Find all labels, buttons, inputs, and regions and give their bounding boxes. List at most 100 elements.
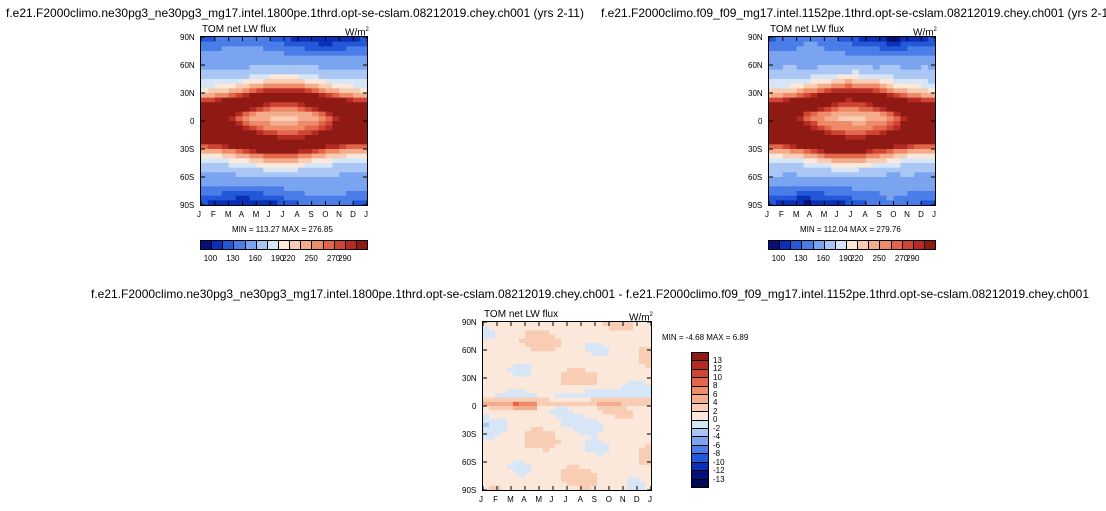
heatmap-cell	[886, 186, 895, 192]
heatmap-cell	[609, 372, 616, 378]
heatmap-cell	[872, 51, 881, 57]
heatmap-cell	[353, 107, 361, 113]
heatmap-cell	[567, 469, 574, 474]
heatmap-cell	[332, 102, 340, 108]
heatmap-cell	[519, 452, 526, 457]
heatmap-cell	[277, 88, 285, 94]
heatmap-cell	[483, 376, 490, 382]
heatmap-cell	[573, 422, 580, 428]
heatmap-cell	[201, 60, 209, 66]
heatmap-cell	[810, 139, 819, 145]
heatmap-cell	[789, 200, 798, 205]
heatmap-cell	[270, 93, 278, 99]
heatmap-cell	[513, 401, 520, 407]
heatmap-cell	[621, 364, 628, 369]
heatmap-cell	[886, 149, 895, 155]
heatmap-cell	[311, 65, 320, 71]
heatmap-cell	[609, 397, 616, 403]
heatmap-cell	[803, 191, 812, 197]
heatmap-cell	[597, 343, 604, 348]
heatmap-cell	[501, 355, 508, 361]
heatmap-cell	[228, 37, 237, 43]
heatmap-cell	[775, 74, 784, 80]
heatmap-cell	[549, 427, 556, 432]
panel2-colorbar-label: 160	[816, 254, 830, 263]
heatmap-cell	[585, 448, 592, 453]
heatmap-cell	[531, 456, 538, 462]
heatmap-cell	[519, 389, 526, 394]
heatmap-cell	[489, 485, 496, 490]
heatmap-cell	[221, 167, 230, 173]
heatmap-cell	[543, 435, 550, 441]
heatmap-cell	[537, 485, 544, 490]
heatmap-cell	[639, 380, 646, 386]
heatmap-cell	[525, 364, 532, 369]
heatmap-cell	[573, 322, 580, 327]
heatmap-cell	[621, 401, 628, 407]
heatmap-cell	[621, 460, 628, 466]
heatmap-cell	[579, 322, 586, 327]
heatmap-cell	[796, 177, 805, 183]
heatmap-cell	[928, 79, 935, 85]
heatmap-cell	[831, 195, 839, 201]
heatmap-cell	[893, 41, 902, 47]
heatmap-cell	[893, 116, 902, 122]
heatmap-cell	[852, 79, 860, 85]
heatmap-cell	[639, 359, 646, 365]
heatmap-cell	[900, 130, 908, 136]
heatmap-cell	[549, 452, 556, 457]
heatmap-cell	[838, 191, 846, 197]
heatmap-cell	[872, 195, 881, 201]
heatmap-cell	[249, 60, 257, 66]
heatmap-cell	[789, 65, 798, 71]
heatmap-cell	[325, 37, 334, 43]
heatmap-cell	[769, 69, 777, 75]
heatmap-cell	[603, 372, 610, 378]
heatmap-cell	[845, 200, 853, 205]
heatmap-cell	[921, 55, 929, 61]
heatmap-cell	[865, 121, 874, 127]
panel2-xtick-label: N	[904, 210, 910, 219]
heatmap-cell	[900, 74, 908, 80]
heatmap-cell	[872, 102, 881, 108]
heatmap-cell	[900, 51, 908, 57]
heatmap-cell	[501, 452, 508, 457]
heatmap-cell	[297, 102, 306, 108]
heatmap-cell	[893, 111, 902, 117]
heatmap-cell	[865, 83, 874, 89]
heatmap-cell	[621, 464, 628, 470]
heatmap-cell	[591, 418, 598, 424]
heatmap-cell	[921, 191, 929, 197]
heatmap-cell	[507, 364, 514, 369]
heatmap-cell	[284, 102, 292, 108]
heatmap-cell	[872, 111, 881, 117]
heatmap-cell	[346, 186, 354, 192]
heatmap-cell	[633, 338, 640, 344]
heatmap-cell	[769, 172, 777, 178]
heatmap-cell	[907, 195, 915, 201]
colorbar-swatch	[301, 241, 313, 249]
heatmap-cell	[591, 397, 598, 403]
heatmap-cell	[249, 46, 257, 52]
heatmap-cell	[573, 460, 580, 466]
heatmap-cell	[591, 380, 598, 386]
heatmap-cell	[796, 125, 805, 131]
heatmap-cell	[858, 97, 867, 103]
heatmap-cell	[621, 397, 628, 403]
heatmap-cell	[914, 116, 922, 122]
heatmap-cell	[627, 439, 634, 445]
heatmap-cell	[290, 102, 299, 108]
panel3-colorbar	[691, 352, 709, 488]
heatmap-cell	[597, 456, 604, 462]
heatmap-cell	[845, 125, 853, 131]
heatmap-cell	[519, 347, 526, 352]
heatmap-cell	[555, 330, 562, 336]
heatmap-cell	[525, 389, 532, 394]
heatmap-cell	[339, 139, 347, 145]
heatmap-cell	[921, 149, 929, 155]
heatmap-cell	[603, 410, 610, 415]
heatmap-cell	[242, 97, 251, 103]
heatmap-cell	[845, 144, 853, 150]
heatmap-cell	[525, 376, 532, 382]
heatmap-cell	[555, 473, 562, 478]
